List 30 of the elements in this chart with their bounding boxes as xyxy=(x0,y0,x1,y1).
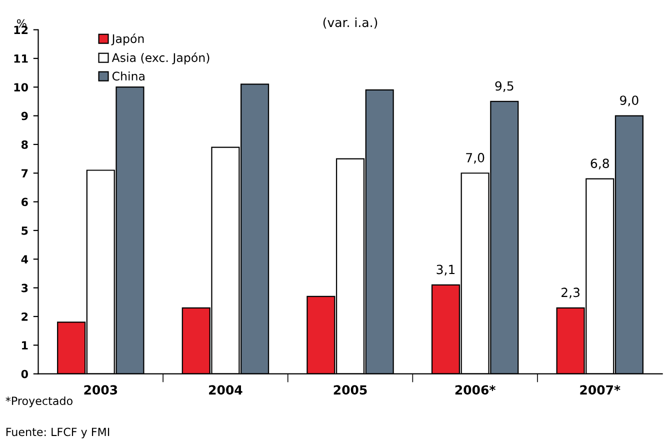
x-tick-label: 2007* xyxy=(580,385,620,395)
y-tick-label: 5 xyxy=(22,226,28,235)
y-tick-label: 1 xyxy=(22,341,28,350)
y-tick-label: 0 xyxy=(21,370,28,378)
y-tick-label: 7 xyxy=(22,169,28,178)
y-tick-label: 10 xyxy=(14,83,28,92)
text: *Proyectado xyxy=(6,396,72,408)
x-tick-label: 2006* xyxy=(455,385,496,395)
legend-label: China xyxy=(112,71,144,81)
legend-label: Japón xyxy=(111,33,144,46)
data-label: 9,5 xyxy=(495,81,514,92)
y-tick-label: 4 xyxy=(21,255,28,264)
y-tick-label: 11 xyxy=(14,54,28,63)
x-tick-label: 2005 xyxy=(334,385,367,395)
data-label: 6,8 xyxy=(590,158,609,170)
x-tick-label: 2003 xyxy=(84,385,118,395)
y-tick-label: 2 xyxy=(22,312,28,321)
y-tick-label: 3 xyxy=(22,284,28,292)
y-tick-label: 6 xyxy=(21,198,28,206)
y-tick-label: 8 xyxy=(21,140,28,149)
data-label: 3,1 xyxy=(436,264,455,276)
chart-title: (var. i.a.) xyxy=(323,17,378,29)
legend-label: Asia (exc. Japón) xyxy=(112,52,210,64)
y-tick-label: 9 xyxy=(21,112,28,120)
data-label: 2,3 xyxy=(562,288,580,298)
data-label: 7,0 xyxy=(466,152,484,164)
x-tick-label: 2004 xyxy=(209,385,242,395)
y-tick-label: 12 xyxy=(14,26,28,34)
data-label: 9,0 xyxy=(620,96,638,106)
source-note: Fuente: LFCF y FMI xyxy=(6,428,110,438)
